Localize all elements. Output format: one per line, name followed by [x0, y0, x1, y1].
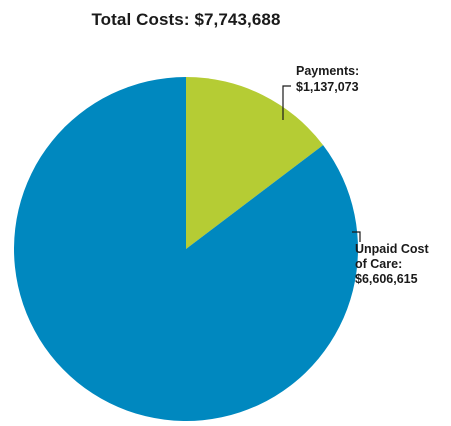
slice-label-unpaid-cost-of-care: Unpaid Cost of Care: $6,606,615: [355, 242, 429, 286]
slice-labels: Payments: $1,137,073 Unpaid Cost of Care: $6…: [282, 64, 429, 286]
pie-slice-payments: [186, 77, 324, 249]
pie-slices: [14, 77, 359, 421]
slice-label-payments: Payments: $1,137,073: [296, 64, 359, 94]
slice-label-line: Payments:: [296, 64, 359, 78]
pie-slice-unpaid-cost-of-care: [14, 77, 359, 421]
leader-line: [352, 231, 361, 242]
slice-label-line: Unpaid Cost: [355, 242, 429, 256]
slice-label-line: $6,606,615: [355, 272, 418, 286]
leader-line: [282, 85, 291, 120]
slice-label-line: $1,137,073: [296, 80, 359, 94]
slice-label-line: of Care:: [355, 257, 402, 271]
chart-title: Total Costs: $7,743,688: [91, 10, 280, 29]
